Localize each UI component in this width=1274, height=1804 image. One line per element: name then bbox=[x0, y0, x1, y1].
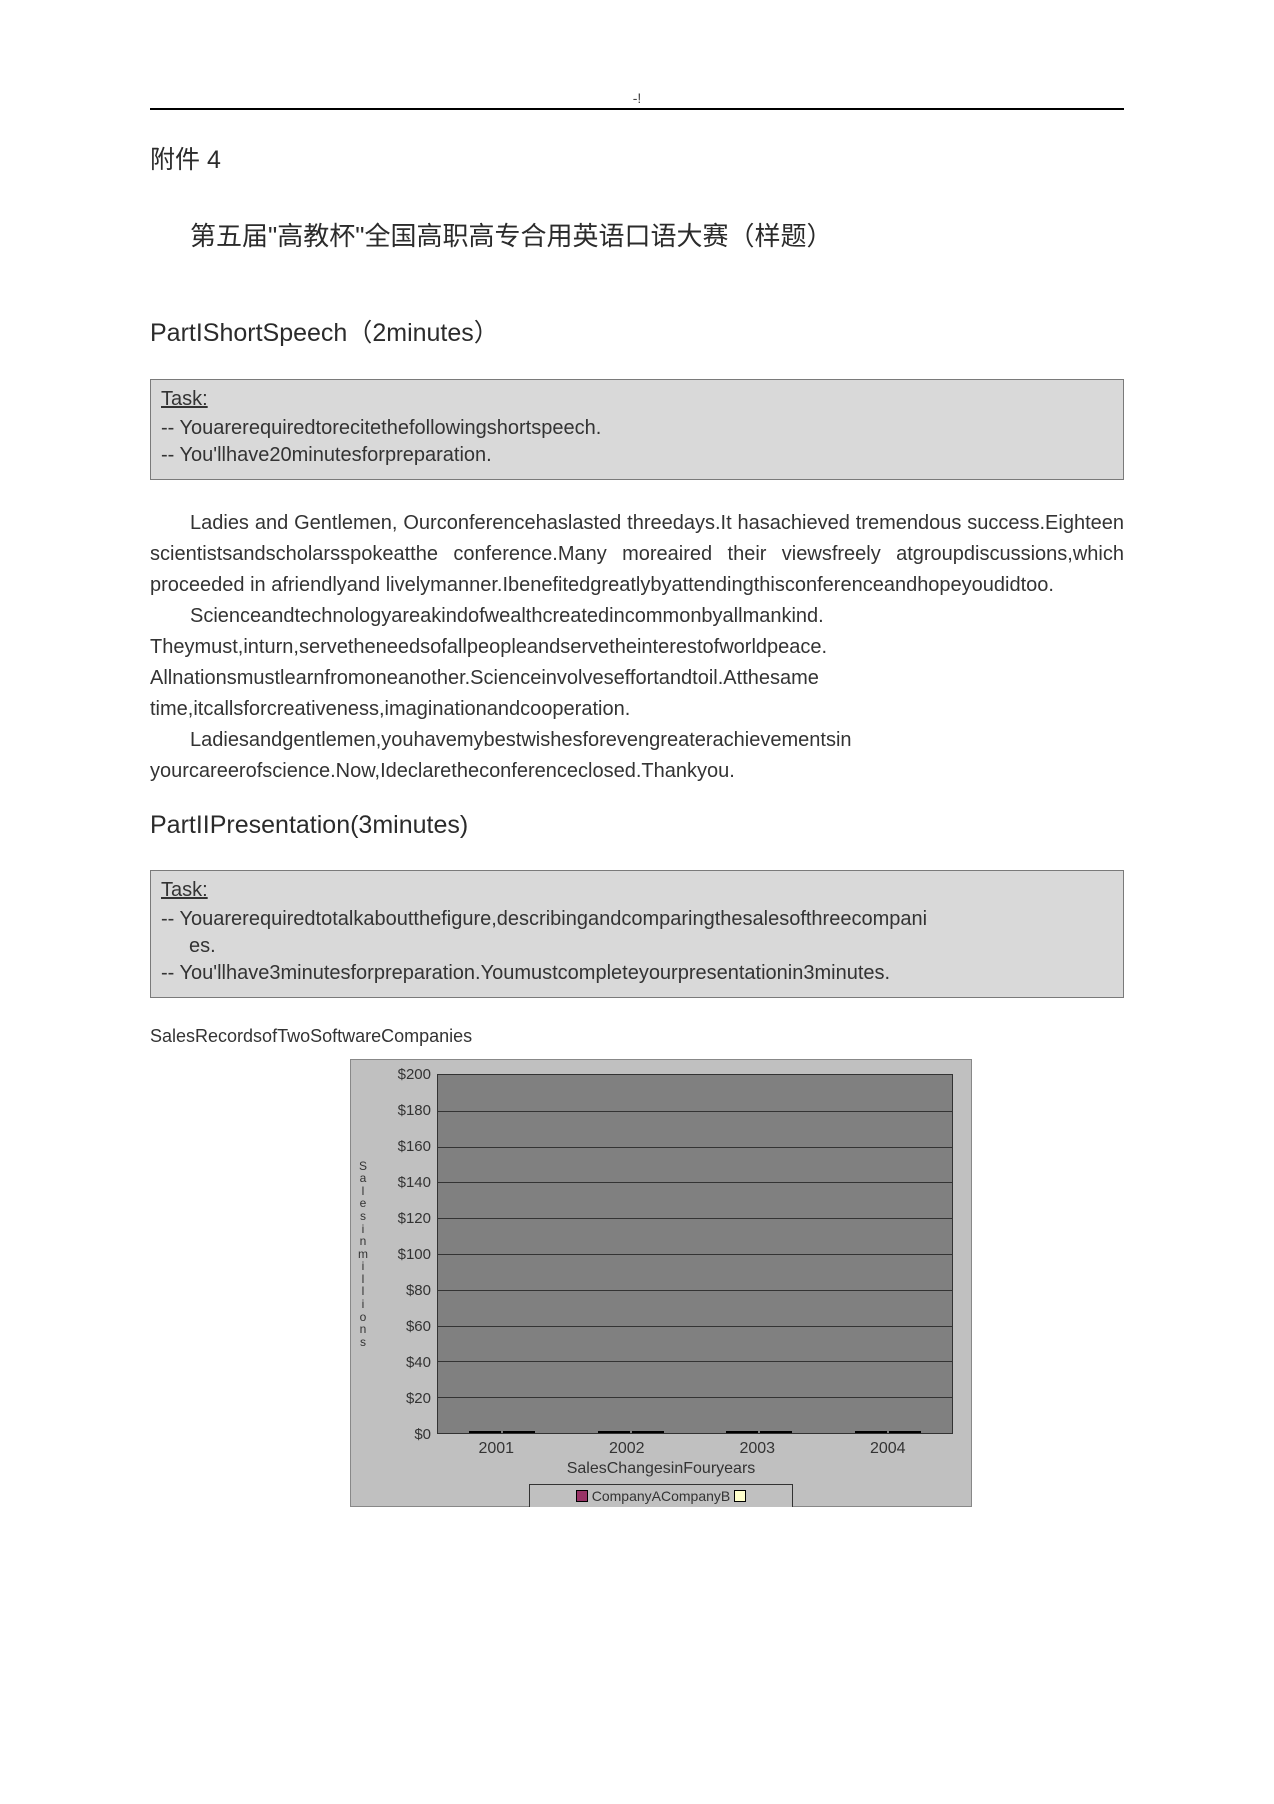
chart-caption: SalesRecordsofTwoSoftwareCompanies bbox=[150, 1026, 1124, 1047]
grid-line bbox=[438, 1182, 952, 1183]
header-mark: -! bbox=[150, 90, 1124, 106]
task-line: -- You'llhave20minutesforpreparation. bbox=[161, 442, 1113, 469]
task-line: -- Youarerequiredtorecitethefollowingsho… bbox=[161, 415, 1113, 442]
grid-line bbox=[438, 1147, 952, 1148]
legend-swatch-b bbox=[734, 1490, 746, 1502]
task-label: Task: bbox=[161, 388, 1113, 411]
task-line: es. bbox=[161, 933, 1113, 960]
legend-swatch-a bbox=[576, 1490, 588, 1502]
grid-line bbox=[438, 1361, 952, 1362]
bar-company-b bbox=[632, 1431, 664, 1433]
bar-company-b bbox=[889, 1431, 921, 1433]
grid-line bbox=[438, 1326, 952, 1327]
bar-chart: S a l e s i n m i l l i o n s $200$180$1… bbox=[350, 1059, 972, 1507]
bar-group bbox=[703, 1431, 816, 1433]
bar-company-b bbox=[760, 1431, 792, 1433]
bar-group bbox=[574, 1431, 687, 1433]
header-rule bbox=[150, 108, 1124, 110]
bar-company-b bbox=[503, 1431, 535, 1433]
bar-company-a bbox=[598, 1431, 630, 1433]
x-axis: 2001 2002 2003 2004 bbox=[431, 1434, 953, 1458]
bar-company-a bbox=[469, 1431, 501, 1433]
grid-line bbox=[438, 1111, 952, 1112]
part1-task-box: Task: -- Youarerequiredtorecitethefollow… bbox=[150, 379, 1124, 480]
chart-body: S a l e s i n m i l l i o n s $200$180$1… bbox=[351, 1074, 971, 1434]
bar-company-a bbox=[855, 1431, 887, 1433]
speech-p3: Theymust,inturn,servetheneedsofallpeople… bbox=[150, 632, 1124, 725]
x-tick: 2004 bbox=[830, 1440, 945, 1458]
task-line: -- You'llhave3minutesforpreparation.Youm… bbox=[161, 960, 1113, 987]
document-title: 第五届"高教杯"全国高职高专合用英语口语大赛（样题） bbox=[190, 216, 1124, 253]
speech-p2: Scienceandtechnologyareakindofwealthcrea… bbox=[150, 601, 1124, 632]
speech-body: Ladies and Gentlemen, Ourconferencehasla… bbox=[150, 508, 1124, 787]
speech-p4: Ladiesandgentlemen,youhavemybestwishesfo… bbox=[150, 725, 1124, 787]
document-page: -! 附件 4 第五届"高教杯"全国高职高专合用英语口语大赛（样题） PartI… bbox=[0, 0, 1274, 1804]
chart-legend: CompanyACompanyB bbox=[529, 1484, 793, 1507]
part1-heading: PartIShortSpeech（2minutes） bbox=[150, 313, 1124, 349]
x-tick: 2001 bbox=[439, 1440, 554, 1458]
grid-line bbox=[438, 1290, 952, 1291]
plot-area bbox=[437, 1074, 953, 1434]
speech-p1: Ladies and Gentlemen, Ourconferencehasla… bbox=[150, 508, 1124, 601]
bar-group bbox=[831, 1431, 944, 1433]
grid-line bbox=[438, 1218, 952, 1219]
legend-label-b: CompanyB bbox=[661, 1488, 730, 1504]
legend-label-a: CompanyA bbox=[592, 1488, 661, 1504]
x-tick: 2002 bbox=[569, 1440, 684, 1458]
grid-line bbox=[438, 1254, 952, 1255]
bar-group bbox=[446, 1431, 559, 1433]
x-axis-label: SalesChangesinFouryears bbox=[351, 1458, 971, 1484]
grid-line bbox=[438, 1397, 952, 1398]
x-tick: 2003 bbox=[700, 1440, 815, 1458]
y-axis-label: S a l e s i n m i l l i o n s bbox=[351, 1074, 375, 1434]
task-line: -- Youarerequiredtotalkaboutthefigure,de… bbox=[161, 906, 1113, 933]
bar-company-a bbox=[726, 1431, 758, 1433]
part2-heading: PartIIPresentation(3minutes) bbox=[150, 811, 1124, 840]
y-axis: $200$180$160$140$120$100$80$60$40$20$0 bbox=[375, 1074, 437, 1434]
part2-task-box: Task: -- Youarerequiredtotalkaboutthefig… bbox=[150, 870, 1124, 998]
task-label: Task: bbox=[161, 879, 1113, 902]
attachment-label: 附件 4 bbox=[150, 140, 1124, 176]
